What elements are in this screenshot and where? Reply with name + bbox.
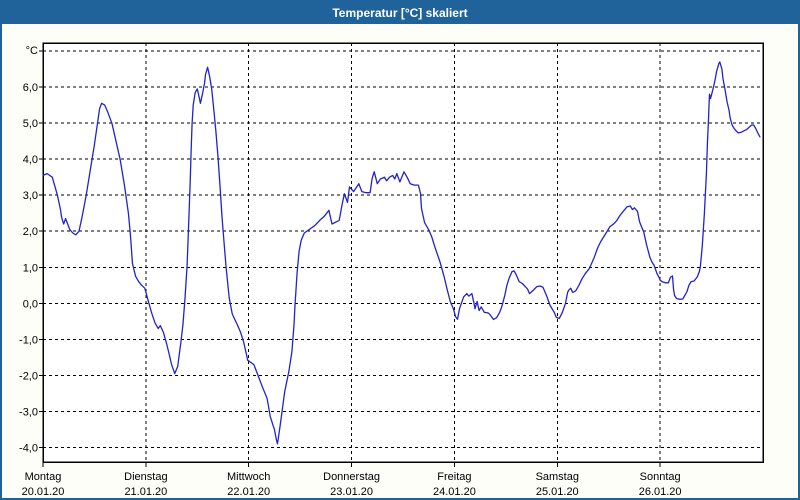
- x-tick-day-label: Donnerstag: [323, 471, 380, 483]
- y-tick-label: 6,0: [23, 82, 38, 94]
- x-tick-date-label: 23.01.20: [330, 486, 373, 498]
- x-tick-day-label: Mittwoch: [227, 471, 270, 483]
- y-tick-label: 3,0: [23, 190, 38, 202]
- x-tick-date-label: 24.01.20: [433, 486, 476, 498]
- x-tick-day-label: Montag: [25, 471, 62, 483]
- y-tick-label: -3,0: [19, 406, 38, 418]
- x-tick-date-label: 25.01.20: [536, 486, 579, 498]
- x-tick-date-label: 22.01.20: [227, 486, 270, 498]
- window-title: Temperatur [°C] skaliert: [332, 6, 468, 20]
- x-tick-day-label: Freitag: [437, 471, 471, 483]
- x-tick-day-label: Dienstag: [124, 471, 167, 483]
- x-tick-date-label: 21.01.20: [124, 486, 167, 498]
- y-tick-label: -4,0: [19, 442, 38, 454]
- y-tick-label: 1,0: [23, 262, 38, 274]
- x-tick-day-label: Samstag: [536, 471, 579, 483]
- x-tick-date-label: 20.01.20: [22, 486, 65, 498]
- x-tick-date-label: 26.01.20: [639, 486, 682, 498]
- plot-background: [43, 43, 763, 462]
- y-tick-label: -1,0: [19, 334, 38, 346]
- plot-border: [42, 42, 764, 463]
- y-tick-label: 5,0: [23, 118, 38, 130]
- y-tick-label: 4,0: [23, 154, 38, 166]
- y-tick-label: 2,0: [23, 226, 38, 238]
- window-titlebar[interactable]: Temperatur [°C] skaliert: [2, 2, 798, 24]
- y-axis-unit-label: °C: [26, 45, 38, 57]
- y-tick-label: -2,0: [19, 370, 38, 382]
- x-tick-day-label: Sonntag: [640, 471, 681, 483]
- y-tick-label: 0,0: [23, 298, 38, 310]
- temperature-line: [42, 61, 761, 445]
